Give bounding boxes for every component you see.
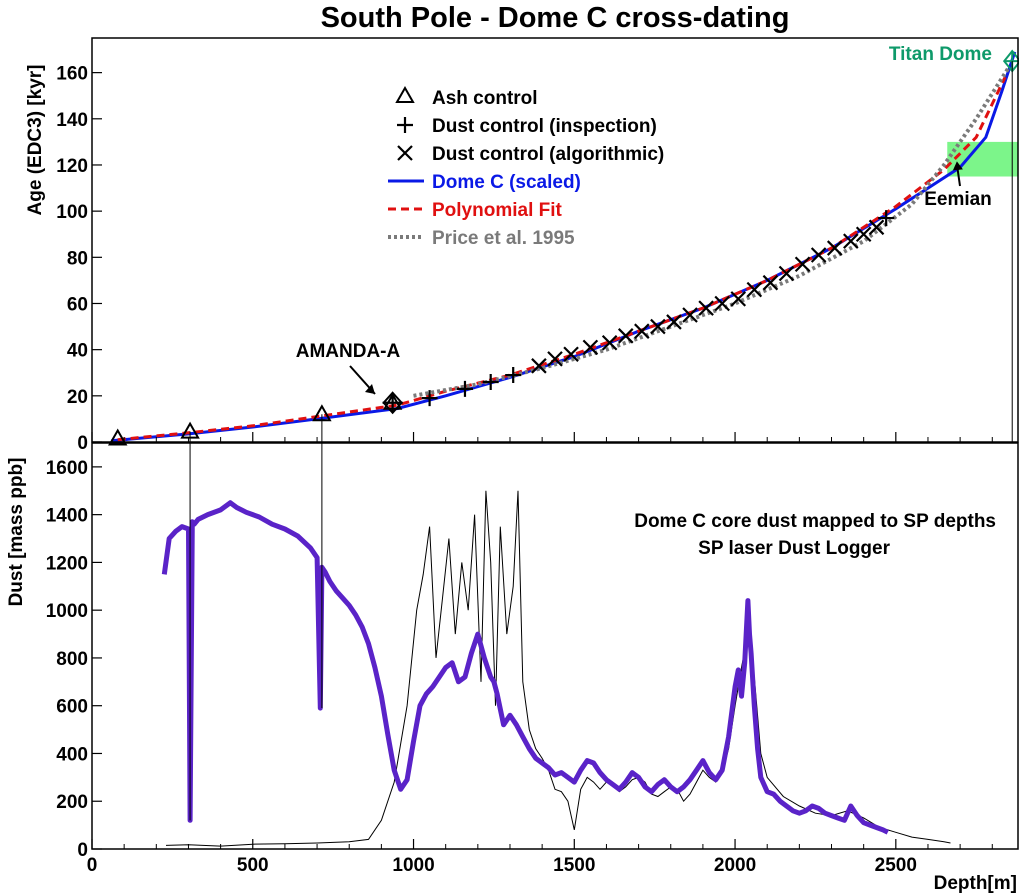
top-y-tick-label-7: 140: [56, 110, 88, 131]
dust-inspection-marker-1: [456, 380, 473, 397]
dust-inspection-marker-2: [482, 373, 499, 390]
bottom-x-tick-label-2: 1000: [392, 855, 434, 876]
dust-algorithmic-marker-20: [855, 226, 872, 243]
legend-ash-symbol: [395, 85, 415, 103]
dust-algorithmic-marker-1: [547, 351, 563, 367]
bottom-y-tick-label-8: 1600: [46, 458, 88, 479]
dust-algorithmic-marker-17: [810, 247, 827, 263]
figure-title: South Pole - Dome C cross-dating: [321, 2, 790, 34]
top-y-tick-label-2: 40: [67, 341, 88, 362]
dust-inspection-marker-0: [421, 390, 438, 407]
bottom-y-tick-label-4: 800: [56, 649, 88, 670]
legend-dust-inspection-symbol: [397, 117, 413, 133]
bottom-legend-mapped: Dome C core dust mapped to SP depths: [634, 511, 996, 532]
bottom-legend-logger: SP laser Dust Logger: [698, 538, 890, 559]
annotation-amanda-arrowhead: [365, 384, 375, 394]
legend-label-0: Ash control: [432, 88, 538, 109]
top-legend: Ash control Dust control (inspection) Dust…: [388, 85, 664, 249]
top-series-line-1: [117, 76, 1007, 442]
legend-label-5: Price et al. 1995: [432, 228, 575, 249]
dust-algorithmic-marker-14: [762, 274, 779, 291]
bottom-y-tick-label-1: 200: [56, 792, 88, 813]
top-y-axis-title: Age (EDC3) [kyr]: [25, 65, 46, 216]
top-y-tick-label-3: 60: [67, 294, 88, 315]
dust-inspection-marker-3: [505, 367, 522, 384]
legend-label-1: Dust control (inspection): [432, 116, 657, 137]
bottom-x-tick-label-1: 500: [237, 855, 269, 876]
top-series-line-2: [413, 66, 1011, 398]
annotation-titan-dome: Titan Dome: [889, 44, 992, 65]
top-y-tick-label-0: 0: [77, 433, 88, 454]
bottom-series-mapped-line: [165, 490, 951, 847]
bottom-y-tick-label-5: 1000: [46, 601, 88, 622]
bottom-series-logger-line: [161, 500, 889, 835]
top-y-tick-label-8: 160: [56, 64, 88, 85]
dust-algorithmic-marker-16: [794, 256, 811, 273]
bottom-panel: 0 500 1000 1500 2000 2500 0 200 400 600 800 1000 12…: [6, 442, 1019, 894]
dust-algorithmic-marker-12: [730, 291, 747, 307]
top-annotations: AMANDA-A Eemian Titan Dome: [296, 44, 992, 395]
dust-algorithmic-marker-5: [617, 328, 634, 344]
annotation-amanda-a: AMANDA-A: [296, 341, 401, 362]
top-panel-eemian-band: [947, 141, 1018, 177]
legend-label-2: Dust control (algorithmic): [432, 144, 664, 165]
ash-marker-0: [107, 428, 128, 446]
top-y-tick-label-5: 100: [56, 202, 88, 223]
bottom-y-axis-title: Dust [mass ppb]: [6, 458, 27, 607]
top-y-tick-label-4: 80: [67, 248, 88, 269]
legend-label-3: Dome C (scaled): [432, 172, 581, 193]
bottom-x-axis-title: Depth[m]: [934, 873, 1017, 894]
dust-algorithmic-marker-7: [650, 318, 666, 335]
titan-dome-marker-cross: [1004, 51, 1019, 72]
dust-algorithmic-marker-15: [778, 265, 795, 282]
top-panel-frame: [91, 37, 1019, 443]
legend-dust-algorithmic-symbol: [397, 145, 413, 161]
dust-algorithmic-marker-9: [682, 307, 698, 323]
amanda-plus-marker: [382, 392, 403, 413]
top-y-tick-label-1: 20: [67, 387, 88, 408]
annotation-eemian-arrowhead: [952, 161, 963, 171]
bottom-y-tick-label-3: 600: [56, 697, 88, 718]
bottom-y-tick-label-6: 1200: [46, 553, 88, 574]
dust-algorithmic-marker-13: [746, 281, 763, 298]
dust-algorithmic-marker-19: [843, 233, 859, 249]
bottom-x-tick-label-0: 0: [87, 855, 98, 876]
dust-algorithmic-marker-21: [868, 219, 885, 236]
bottom-y-tick-label-7: 1400: [46, 506, 88, 527]
dust-algorithmic-marker-10: [698, 300, 714, 316]
dust-algorithmic-marker-4: [601, 334, 618, 351]
dust-algorithmic-marker-18: [826, 240, 843, 256]
dust-algorithmic-marker-11: [714, 295, 730, 312]
bottom-y-tick-label-0: 0: [77, 840, 88, 861]
top-panel: 0 20 40 60 80 100 120 140 160 Age (EDC3) [kyr] A…: [25, 37, 1019, 454]
top-y-tick-label-6: 120: [56, 156, 88, 177]
bottom-x-tick-label-3: 1500: [553, 855, 595, 876]
annotation-eemian: Eemian: [924, 189, 992, 210]
dust-algorithmic-marker-8: [666, 314, 682, 330]
legend-label-4: Polynomial Fit: [432, 200, 563, 221]
connector-lines: [189, 61, 1013, 821]
bottom-y-tick-label-2: 400: [56, 744, 88, 765]
bottom-x-tick-label-4: 2000: [714, 855, 756, 876]
dust-algorithmic-marker-2: [563, 346, 579, 363]
dust-algorithmic-marker-0: [531, 358, 547, 374]
dust-inspection-marker-4: [878, 210, 895, 227]
dust-algorithmic-marker-6: [634, 323, 650, 339]
dust-algorithmic-marker-3: [582, 339, 599, 356]
bottom-panel-frame: [91, 442, 1019, 850]
bottom-x-tick-label-5: 2500: [875, 855, 917, 876]
